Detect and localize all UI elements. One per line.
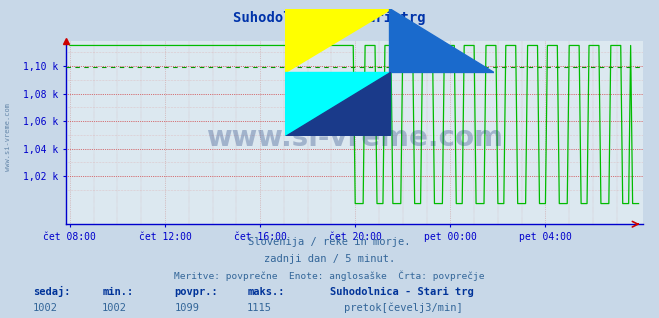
Polygon shape bbox=[389, 9, 494, 73]
Text: www.si-vreme.com: www.si-vreme.com bbox=[206, 124, 503, 152]
Polygon shape bbox=[285, 9, 389, 73]
Polygon shape bbox=[285, 73, 389, 136]
Text: pretok[čevelj3/min]: pretok[čevelj3/min] bbox=[344, 302, 463, 313]
Text: 1115: 1115 bbox=[247, 303, 272, 313]
Text: 1002: 1002 bbox=[33, 303, 58, 313]
Text: Slovenija / reke in morje.: Slovenija / reke in morje. bbox=[248, 238, 411, 247]
Text: maks.:: maks.: bbox=[247, 287, 285, 297]
Text: Suhodolnica - Stari trg: Suhodolnica - Stari trg bbox=[233, 11, 426, 25]
Text: 1002: 1002 bbox=[102, 303, 127, 313]
Text: min.:: min.: bbox=[102, 287, 133, 297]
Text: www.si-vreme.com: www.si-vreme.com bbox=[5, 103, 11, 171]
Text: zadnji dan / 5 minut.: zadnji dan / 5 minut. bbox=[264, 254, 395, 264]
Text: Meritve: povprečne  Enote: anglosaške  Črta: povprečje: Meritve: povprečne Enote: anglosaške Črt… bbox=[174, 271, 485, 281]
Text: povpr.:: povpr.: bbox=[175, 287, 218, 297]
Polygon shape bbox=[285, 73, 389, 136]
Text: 1099: 1099 bbox=[175, 303, 200, 313]
Text: sedaj:: sedaj: bbox=[33, 286, 71, 297]
Text: Suhodolnica - Stari trg: Suhodolnica - Stari trg bbox=[330, 287, 473, 297]
